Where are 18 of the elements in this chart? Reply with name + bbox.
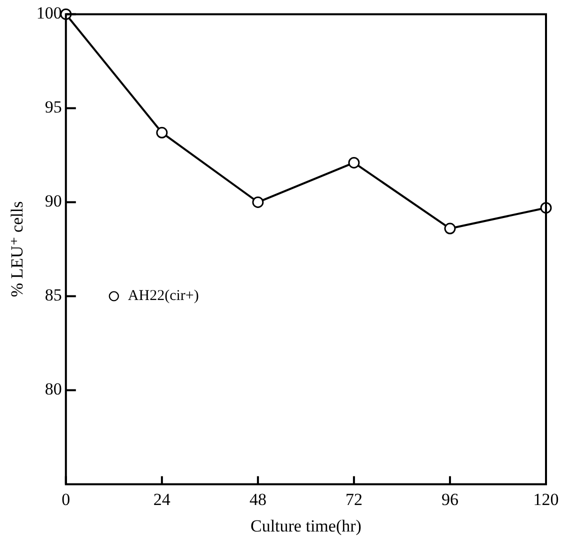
y-tick-label: 80 (44, 380, 62, 399)
x-tick-label: 96 (441, 490, 458, 509)
x-tick-label: 24 (153, 490, 171, 509)
x-tick-label: 120 (533, 490, 559, 509)
y-tick-label: 85 (44, 286, 62, 305)
y-tick-label: 90 (44, 192, 62, 211)
y-tick-label: 100 (36, 4, 62, 23)
y-axis-title: % LEU⁺ cells (8, 201, 27, 298)
legend-label: AH22(cir+) (128, 288, 199, 304)
point (444, 222, 456, 234)
point (348, 156, 360, 168)
point (156, 126, 168, 138)
x-tick-label: 0 (62, 490, 70, 509)
y-tick-label: 95 (44, 98, 62, 117)
x-tick-label: 72 (345, 490, 362, 509)
x-axis-title: Culture time(hr) (250, 516, 362, 536)
x-tick-label: 48 (249, 490, 266, 509)
point (252, 196, 264, 208)
